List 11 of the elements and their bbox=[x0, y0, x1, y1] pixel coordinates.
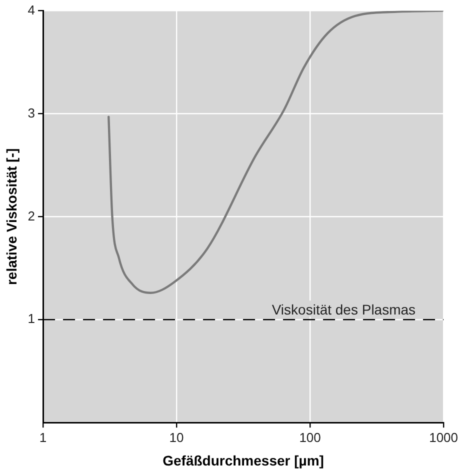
x-tick-label: 1 bbox=[39, 430, 47, 445]
y-tick-label: 2 bbox=[28, 208, 36, 224]
y-tick-label: 3 bbox=[28, 105, 36, 120]
x-tick-label: 100 bbox=[299, 430, 321, 445]
y-tick-label: 1 bbox=[28, 311, 36, 326]
x-tick-label: 10 bbox=[169, 430, 184, 445]
x-axis-title: Gefäßdurchmesser [µm] bbox=[162, 452, 324, 468]
y-axis-title: relative Viskosität [-] bbox=[3, 148, 20, 286]
x-tick-label: 1000 bbox=[429, 430, 458, 445]
ref-line-label: Viskosität des Plasmas bbox=[272, 302, 416, 318]
y-tick-label: 4 bbox=[28, 2, 36, 18]
